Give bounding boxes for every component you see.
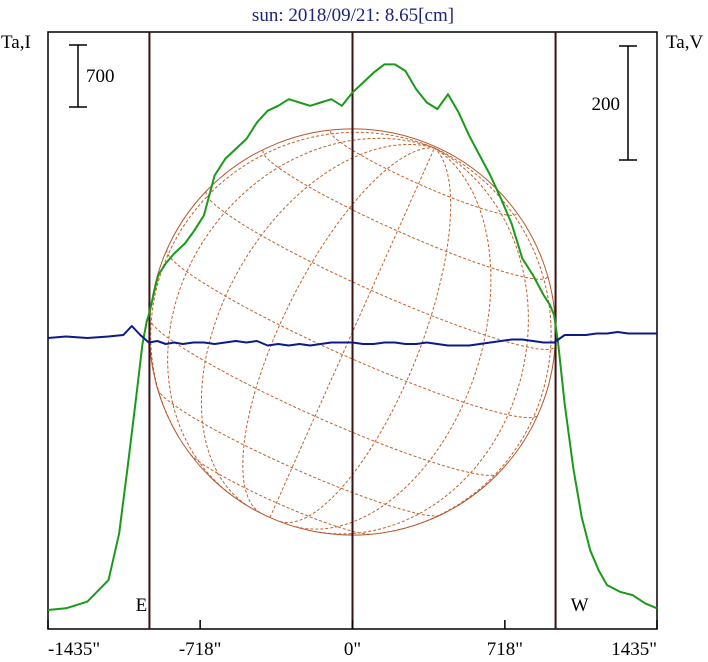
x-axis-ticks: -1435" -718" 0" 718" 1435" xyxy=(47,620,658,660)
latitude-line xyxy=(149,318,499,476)
longitude-line xyxy=(279,147,452,524)
series-I-line xyxy=(47,63,658,611)
longitude-line xyxy=(150,131,435,436)
latitude-line xyxy=(166,249,539,419)
curves xyxy=(47,63,658,611)
x-tick-label: -1435" xyxy=(48,639,100,660)
longitude-line xyxy=(242,147,435,514)
x-tick-label: 718" xyxy=(487,639,523,660)
latitude-line xyxy=(157,389,441,517)
latitude-line xyxy=(205,191,556,351)
latitude-line xyxy=(190,454,370,535)
longitude-line xyxy=(295,147,492,530)
scale-bar-label-right: 200 xyxy=(592,94,621,115)
scale-bar-label-left: 700 xyxy=(86,66,115,87)
longitude-line xyxy=(167,137,435,495)
limb-label-e: E xyxy=(136,595,148,616)
y-axis-label-right: Ta,V xyxy=(666,32,703,53)
x-tick-label: 1435" xyxy=(611,639,657,660)
x-tick-label: 0" xyxy=(344,639,361,660)
series-V-line xyxy=(47,325,657,347)
longitude-line xyxy=(200,144,435,506)
x-tick-label: -718" xyxy=(179,639,222,660)
longitude-line xyxy=(313,147,529,535)
y-axis-label-left: Ta,I xyxy=(1,32,31,53)
limb-label-w: W xyxy=(571,595,589,616)
scale-bars: 700 200 xyxy=(69,44,637,161)
chart-title: sun: 2018/09/21: 8.65[cm] xyxy=(252,5,454,26)
